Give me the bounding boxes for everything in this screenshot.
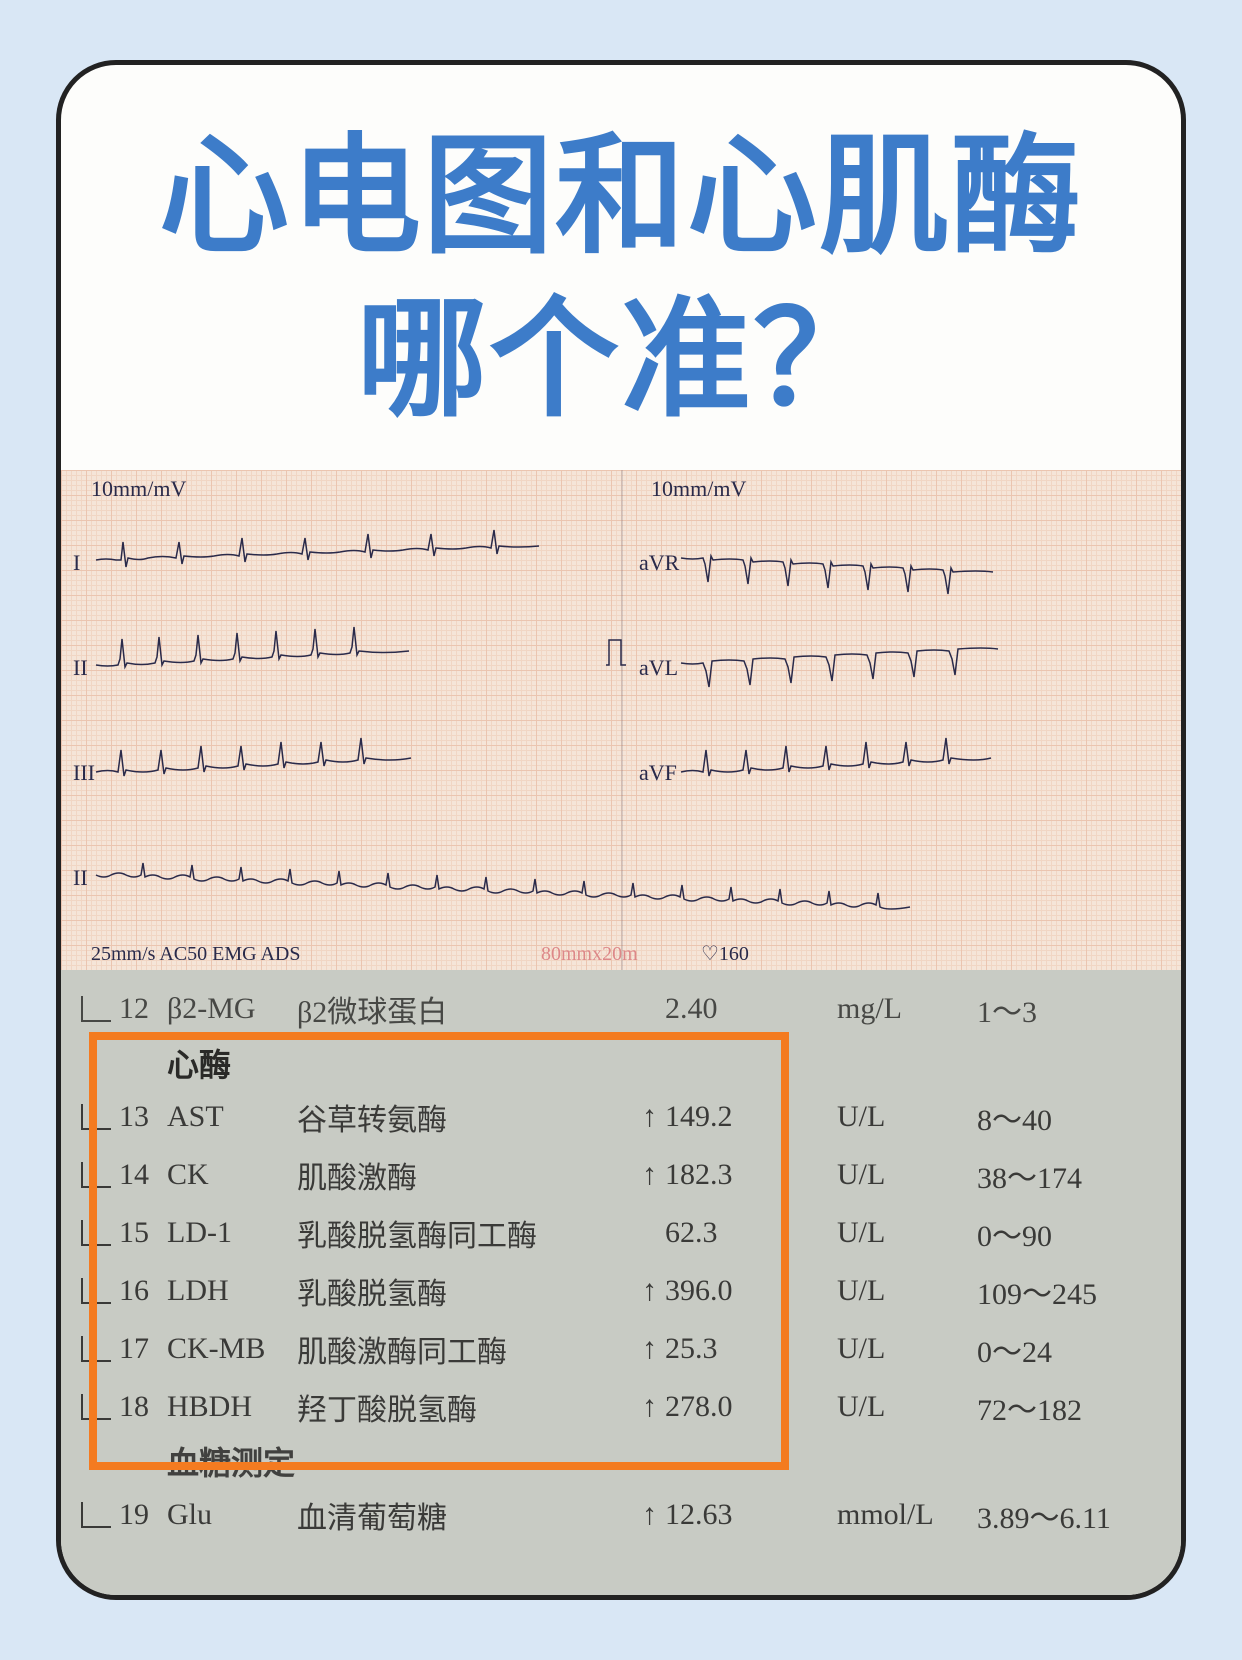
lab-range: 0～90 [957,1211,1161,1255]
lab-value: 12.63 [657,1498,797,1532]
ecg-trace-aVL [681,635,1171,695]
ecg-lead-I: I [73,550,80,576]
ecg-trace-long-II [96,845,1176,905]
ecg-lead-III: III [73,760,95,786]
title-line-2: 哪个准？ [81,278,1161,441]
lab-unit: U/L [797,1274,957,1308]
lab-value: 2.40 [657,992,797,1026]
lab-range: 109～245 [957,1269,1161,1313]
ecg-lead-II-long: II [73,865,88,891]
lab-range: 3.89～6.11 [957,1493,1161,1537]
lab-section-glucose: 血糖测定 [81,1436,1161,1486]
lab-range: 72～182 [957,1385,1161,1429]
ecg-scale-left: 10mm/mV [91,476,186,502]
lab-num: 19 [119,1498,167,1532]
lab-unit: U/L [797,1158,957,1192]
lab-abbr: CK [167,1158,297,1192]
lab-abbr: Glu [167,1498,297,1532]
checkbox-icon [81,1162,111,1188]
lab-name: 谷草转氨酶 [297,1095,617,1139]
lab-arrow: ↑ [617,1274,657,1308]
ecg-trace-II [96,635,616,695]
checkbox-icon [81,996,111,1022]
lab-abbr: AST [167,1100,297,1134]
checkbox-icon [81,1336,111,1362]
lab-name: 羟丁酸脱氢酶 [297,1385,617,1429]
title-line-1: 心电图和心肌酶 [81,115,1161,278]
lab-num: 13 [119,1100,167,1134]
lab-range: 0～24 [957,1327,1161,1371]
checkbox-icon [81,1278,111,1304]
lab-value: 278.0 [657,1390,797,1424]
ecg-lead-II: II [73,655,88,681]
lab-unit: mmol/L [797,1498,957,1532]
lab-num: 18 [119,1390,167,1424]
lab-row: 16LDH乳酸脱氢酶↑396.0U/L109～245 [81,1262,1161,1320]
lab-num: 16 [119,1274,167,1308]
ecg-footer-mid: 80mmx20m [541,943,638,966]
ecg-scale-right: 10mm/mV [651,476,746,502]
lab-arrow: ↑ [617,1100,657,1134]
lab-num: 14 [119,1158,167,1192]
lab-num: 17 [119,1332,167,1366]
lab-range: 8～40 [957,1095,1161,1139]
ecg-trace-I [96,530,616,590]
title-block: 心电图和心肌酶 哪个准？ [61,65,1181,470]
ecg-trace-III [96,740,616,800]
lab-abbr: LD-1 [167,1216,297,1250]
lab-range: 1～3 [957,987,1161,1031]
lab-value: 396.0 [657,1274,797,1308]
ecg-footer-right: ♡160 [701,941,749,966]
lab-row-header: 12 β2-MG β2微球蛋白 2.40 mg/L 1～3 [81,980,1161,1038]
lab-range: 38～174 [957,1153,1161,1197]
lab-abbr: LDH [167,1274,297,1308]
ecg-cal-pulse [606,635,626,695]
lab-row: 18HBDH羟丁酸脱氢酶↑278.0U/L72～182 [81,1378,1161,1436]
checkbox-icon [81,1502,111,1528]
lab-row: 13AST谷草转氨酶↑149.2U/L8～40 [81,1088,1161,1146]
lab-num: 15 [119,1216,167,1250]
lab-value: 62.3 [657,1216,797,1250]
lab-arrow: ↑ [617,1332,657,1366]
ecg-trace-aVF [681,740,1171,800]
info-card: 心电图和心肌酶 哪个准？ 10mm/mV 10mm/mV I II III II… [56,60,1186,1600]
lab-name: 乳酸脱氢酶同工酶 [297,1211,617,1255]
lab-arrow: ↑ [617,1390,657,1424]
lab-unit: mg/L [797,992,957,1026]
ecg-footer-left: 25mm/s AC50 EMG ADS [91,943,300,966]
lab-name: 血清葡萄糖 [297,1493,617,1537]
lab-abbr: CK-MB [167,1332,297,1366]
lab-row: 17CK-MB肌酸激酶同工酶↑25.3U/L0～24 [81,1320,1161,1378]
lab-panel: 12 β2-MG β2微球蛋白 2.40 mg/L 1～3 心酶 13AST谷草… [61,970,1181,1600]
lab-value: 149.2 [657,1100,797,1134]
lab-abbr: HBDH [167,1390,297,1424]
ecg-lead-aVR: aVR [639,550,679,576]
lab-name: 乳酸脱氢酶 [297,1269,617,1313]
lab-value: 25.3 [657,1332,797,1366]
checkbox-icon [81,1104,111,1130]
lab-row: 14CK肌酸激酶↑182.3U/L38～174 [81,1146,1161,1204]
ecg-trace-aVR [681,530,1171,590]
lab-rows-container: 13AST谷草转氨酶↑149.2U/L8～4014CK肌酸激酶↑182.3U/L… [81,1088,1161,1436]
lab-value: 182.3 [657,1158,797,1192]
lab-name: β2微球蛋白 [297,987,617,1031]
lab-unit: U/L [797,1216,957,1250]
ecg-lead-aVF: aVF [639,760,677,786]
lab-unit: U/L [797,1390,957,1424]
lab-abbr: β2-MG [167,992,297,1026]
lab-section-cardiac: 心酶 [81,1038,1161,1088]
lab-unit: U/L [797,1332,957,1366]
lab-name: 肌酸激酶 [297,1153,617,1197]
checkbox-icon [81,1394,111,1420]
lab-name: 肌酸激酶同工酶 [297,1327,617,1371]
checkbox-icon [81,1220,111,1246]
lab-unit: U/L [797,1100,957,1134]
lab-row-glucose: 19 Glu 血清葡萄糖 ↑ 12.63 mmol/L 3.89～6.11 [81,1486,1161,1544]
ecg-panel: 10mm/mV 10mm/mV I II III II aVR aVL aVF [61,470,1181,970]
ecg-lead-aVL: aVL [639,655,678,681]
lab-row: 15LD-1乳酸脱氢酶同工酶 62.3U/L0～90 [81,1204,1161,1262]
lab-arrow: ↑ [617,1158,657,1192]
lab-arrow: ↑ [617,1498,657,1532]
lab-num: 12 [119,992,167,1026]
